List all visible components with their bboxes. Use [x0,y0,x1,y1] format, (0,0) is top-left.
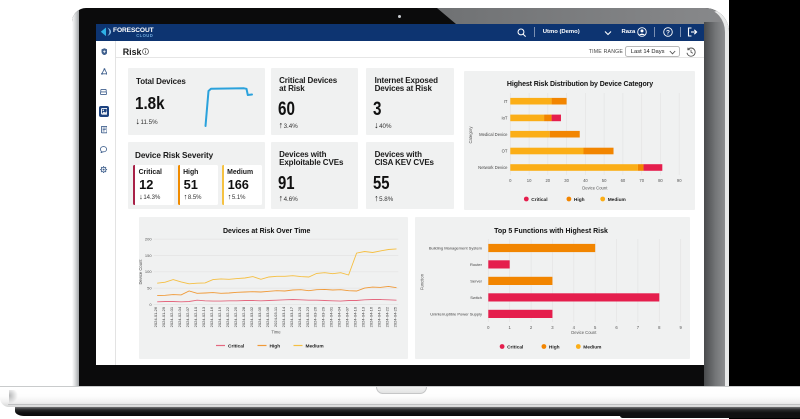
svg-text:60: 60 [620,178,625,183]
svg-text:Time: Time [271,330,281,335]
svg-text:Building Management System: Building Management System [429,246,483,251]
svg-text:Router: Router [470,262,483,267]
svg-text:3: 3 [551,325,554,330]
svg-text:OT: OT [501,149,507,154]
svg-text:Medium: Medium [583,344,601,350]
svg-text:2024-02-22: 2024-02-22 [225,306,230,327]
svg-text:1: 1 [508,325,511,330]
svg-text:Uninterruptible Power Supply: Uninterruptible Power Supply [430,312,482,317]
svg-text:Switch: Switch [470,295,482,300]
svg-text:2024-02-13: 2024-02-13 [201,306,206,327]
svg-text:2024-02-16: 2024-02-16 [209,306,214,327]
svg-text:2024-04-22: 2024-04-22 [385,306,390,327]
svg-text:7: 7 [637,325,640,330]
svg-text:100: 100 [145,269,152,274]
svg-text:2024-02-25: 2024-02-25 [233,306,238,327]
svg-text:2024-02-10: 2024-02-10 [193,306,198,327]
svg-text:0: 0 [487,325,490,330]
svg-text:40: 40 [583,178,588,183]
svg-text:Highest Risk Distribution by D: Highest Risk Distribution by Device Cate… [506,81,652,88]
svg-text:2024-03-02: 2024-03-02 [249,306,254,327]
svg-text:2024-01-26: 2024-01-26 [153,306,158,327]
svg-text:Medium: Medium [607,197,625,203]
svg-text:2024-04-25: 2024-04-25 [393,306,398,327]
svg-text:2024-04-04: 2024-04-04 [337,306,342,327]
svg-text:2024-03-23: 2024-03-23 [305,306,310,327]
svg-text:70: 70 [639,178,644,183]
svg-text:5: 5 [594,325,597,330]
svg-text:2024-04-16: 2024-04-16 [369,306,374,327]
svg-text:Devices at Risk Over Time: Devices at Risk Over Time [223,228,311,235]
svg-text:2024-02-04: 2024-02-04 [177,306,182,327]
svg-text:6: 6 [615,325,618,330]
svg-text:?: ? [666,30,670,37]
svg-text:2024-03-11: 2024-03-11 [273,306,278,327]
svg-text:2024-04-13: 2024-04-13 [361,306,366,327]
svg-text:90: 90 [676,178,681,183]
svg-text:2024-04-10: 2024-04-10 [353,306,358,327]
svg-text:2024-04-07: 2024-04-07 [345,306,350,327]
svg-text:0: 0 [149,302,152,307]
svg-text:2024-02-01: 2024-02-01 [169,306,174,327]
svg-text:150: 150 [145,253,152,258]
svg-text:2024-02-19: 2024-02-19 [217,306,222,327]
svg-text:Critical: Critical [531,197,547,203]
svg-text:2024-04-01: 2024-04-01 [329,306,334,327]
svg-text:200: 200 [145,237,152,242]
svg-text:Top 5 Functions with Highest R: Top 5 Functions with Highest Risk [494,228,608,235]
svg-text:2024-03-29: 2024-03-29 [321,306,326,327]
svg-text:0: 0 [509,178,512,183]
svg-text:High: High [573,197,584,203]
svg-text:Medical Device: Medical Device [479,132,508,137]
svg-text:Critical: Critical [228,343,244,349]
svg-text:8: 8 [658,325,661,330]
svg-text:2024-03-05: 2024-03-05 [257,306,262,327]
svg-text:20: 20 [545,178,550,183]
svg-text:80: 80 [658,178,663,183]
svg-text:2024-03-14: 2024-03-14 [281,306,286,327]
svg-text:High: High [270,343,281,349]
svg-text:2024-02-07: 2024-02-07 [185,306,190,327]
svg-text:50: 50 [601,178,606,183]
svg-text:2024-03-26: 2024-03-26 [313,306,318,327]
svg-text:Server: Server [470,279,482,284]
svg-text:Category: Category [468,126,473,144]
svg-text:IoT: IoT [501,116,507,121]
svg-text:10: 10 [526,178,531,183]
svg-text:High: High [549,344,560,350]
svg-text:4: 4 [572,325,575,330]
svg-text:IT: IT [503,99,507,104]
svg-text:Function: Function [419,273,424,290]
svg-text:Device Count: Device Count [582,186,608,191]
svg-text:30: 30 [564,178,569,183]
svg-text:2024-03-17: 2024-03-17 [289,306,294,327]
svg-text:Critical: Critical [507,344,523,350]
svg-text:2024-01-29: 2024-01-29 [161,306,166,327]
svg-text:2024-03-20: 2024-03-20 [297,306,302,327]
svg-text:2024-02-28: 2024-02-28 [241,306,246,327]
svg-text:Device Count: Device Count [571,330,597,335]
svg-text:50: 50 [147,286,152,291]
svg-text:Medium: Medium [306,343,324,349]
svg-text:Device Count: Device Count [139,259,143,285]
svg-text:2024-03-08: 2024-03-08 [265,306,270,327]
svg-text:2: 2 [530,325,533,330]
svg-text:2024-04-19: 2024-04-19 [377,306,382,327]
svg-text:9: 9 [679,325,682,330]
svg-text:Network Device: Network Device [478,165,508,170]
